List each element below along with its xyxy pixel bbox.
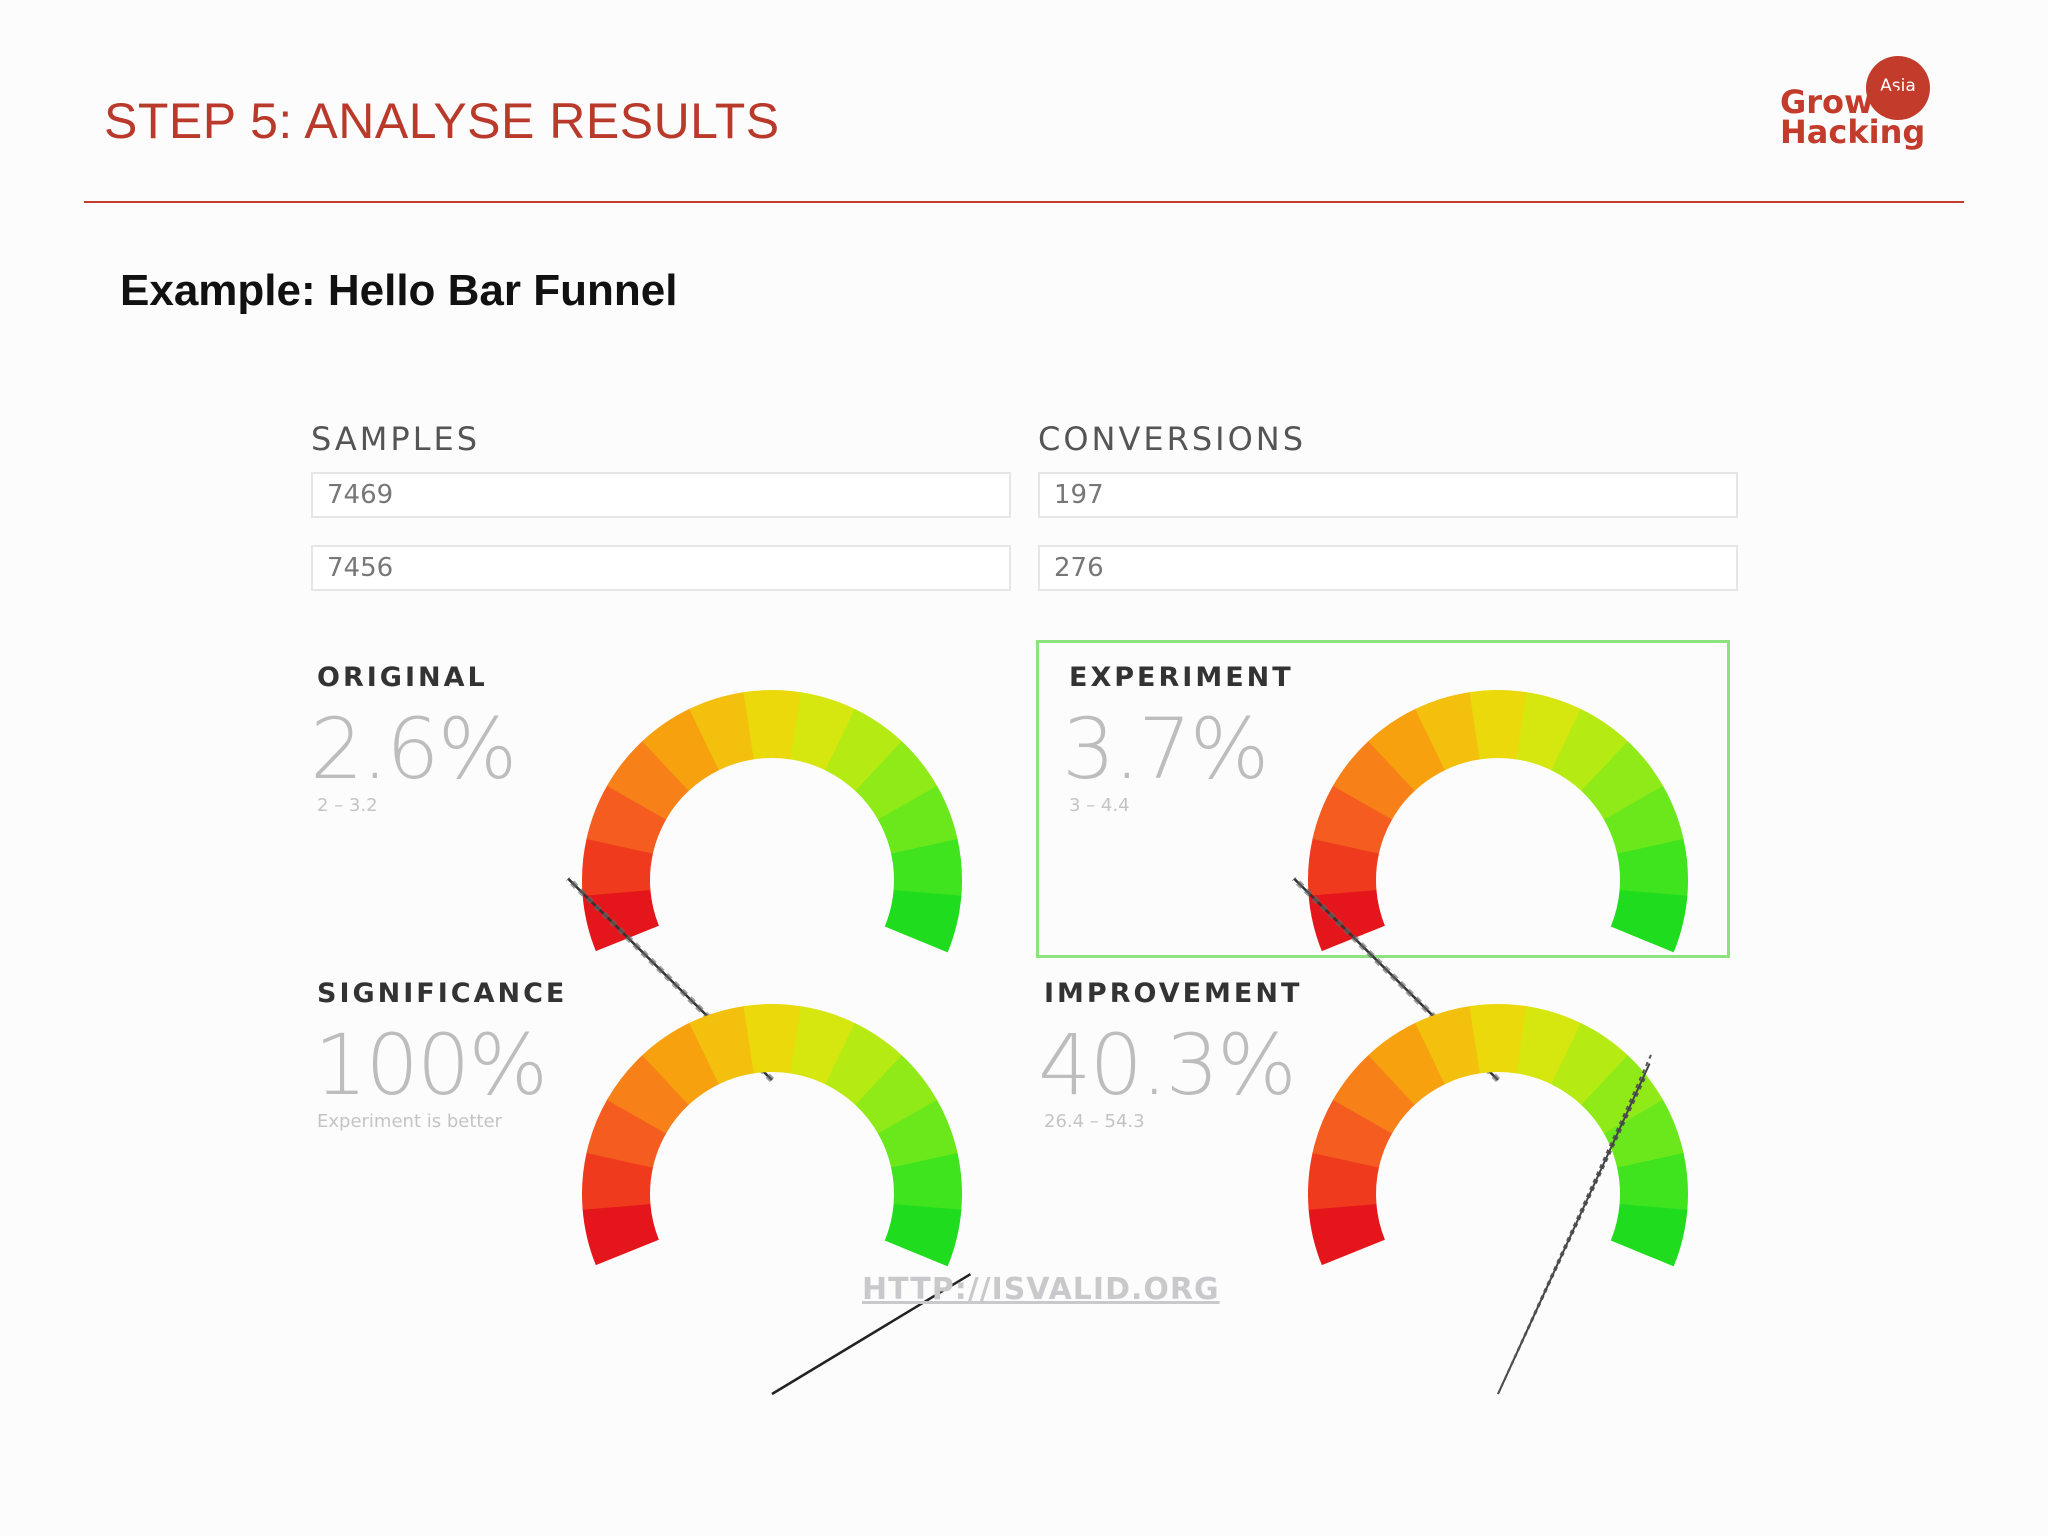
gauge-segment bbox=[877, 785, 958, 855]
gauge-segment bbox=[743, 1004, 802, 1074]
slide-title: STEP 5: ANALYSE RESULTS bbox=[104, 93, 780, 149]
gauge-needle bbox=[771, 1273, 972, 1396]
gauge-segment bbox=[1308, 837, 1380, 896]
gauge-segment bbox=[1551, 1023, 1629, 1106]
growth-hacking-asia-logo: Asia Growth Hacking bbox=[1770, 52, 1970, 162]
gauge-segment bbox=[825, 1023, 903, 1106]
gauge-segment bbox=[1617, 1153, 1688, 1212]
gauge-segment bbox=[891, 839, 962, 898]
original-value: 2.6% bbox=[310, 700, 517, 798]
gauge-segment bbox=[1610, 890, 1688, 953]
gauge-segment bbox=[877, 1099, 958, 1169]
gauge-segment bbox=[1308, 1203, 1385, 1266]
gauge-segment bbox=[1603, 1099, 1684, 1169]
gauge-segment bbox=[1581, 1055, 1664, 1135]
gauge-segment bbox=[606, 740, 690, 820]
improvement-range: 26.4 – 54.3 bbox=[1044, 1111, 1145, 1132]
gauge-segment bbox=[1610, 1204, 1688, 1267]
significance-value: 100% bbox=[314, 1016, 548, 1114]
conversions-experiment-input[interactable]: 276 bbox=[1038, 545, 1738, 591]
gauge-segment bbox=[1516, 692, 1583, 771]
gauge-segment bbox=[1312, 1098, 1393, 1168]
original-gauge bbox=[565, 690, 962, 1083]
gauge-segment bbox=[855, 741, 938, 821]
gauge-segment bbox=[1516, 1006, 1583, 1085]
gauge-segment bbox=[582, 837, 654, 896]
gauge-segment bbox=[743, 690, 802, 760]
experiment-range: 3 – 4.4 bbox=[1069, 795, 1130, 816]
slide-subtitle: Example: Hello Bar Funnel bbox=[120, 266, 678, 315]
gauge-segment bbox=[1469, 690, 1528, 760]
gauge-segment bbox=[1617, 839, 1688, 898]
gauge-segment bbox=[1469, 1004, 1528, 1074]
conversions-column-label: CONVERSIONS bbox=[1038, 420, 1306, 458]
gauge-segment bbox=[884, 890, 962, 953]
gauge-segment bbox=[1551, 709, 1629, 792]
significance-label: SIGNIFICANCE bbox=[317, 978, 568, 1009]
gauge-segment bbox=[1308, 1151, 1380, 1210]
gauge-segment bbox=[642, 1022, 720, 1105]
gauge-segment bbox=[586, 1098, 667, 1168]
conversions-original-input[interactable]: 197 bbox=[1038, 472, 1738, 518]
significance-gauge bbox=[582, 1004, 972, 1396]
gauge-needle bbox=[1497, 1051, 1654, 1395]
gauge-segment bbox=[586, 784, 667, 854]
gauge-segment bbox=[689, 1005, 755, 1085]
gauge-segment bbox=[1312, 784, 1393, 854]
gauge-segment bbox=[790, 1006, 857, 1085]
gauge-segment bbox=[1603, 785, 1684, 855]
gauge-segment bbox=[1368, 708, 1446, 791]
gauge-segment bbox=[582, 1151, 654, 1210]
experiment-label: EXPERIMENT bbox=[1069, 662, 1294, 693]
improvement-gauge bbox=[1308, 1004, 1688, 1395]
logo-badge-text: Asia bbox=[1880, 76, 1916, 96]
experiment-value: 3.7% bbox=[1062, 700, 1269, 798]
samples-experiment-input[interactable]: 7456 bbox=[311, 545, 1011, 591]
gauge-segment bbox=[884, 1204, 962, 1267]
significance-note: Experiment is better bbox=[317, 1111, 502, 1132]
experiment-highlight-box bbox=[1036, 640, 1730, 958]
gauge-segment bbox=[642, 708, 720, 791]
gauge-segment bbox=[790, 692, 857, 771]
logo-line-2: Hacking bbox=[1780, 113, 1926, 151]
gauge-segment bbox=[855, 1055, 938, 1135]
gauge-segment bbox=[1332, 740, 1416, 820]
gauge-segment bbox=[606, 1054, 690, 1134]
original-range: 2 – 3.2 bbox=[317, 795, 378, 816]
gauge-needle bbox=[1497, 1063, 1651, 1395]
improvement-value: 40.3% bbox=[1038, 1016, 1297, 1114]
logo-badge-circle bbox=[1866, 56, 1930, 120]
isvalid-link[interactable]: HTTP://ISVALID.ORG bbox=[862, 1272, 1220, 1307]
gauge-segment bbox=[891, 1153, 962, 1212]
gauge-segment bbox=[582, 889, 659, 952]
gauge-segment bbox=[689, 691, 755, 771]
gauge-segment bbox=[1415, 691, 1481, 771]
gauge-segment bbox=[1415, 1005, 1481, 1085]
gauge-segment bbox=[1581, 741, 1664, 821]
gauge-segment bbox=[1308, 889, 1385, 952]
original-label: ORIGINAL bbox=[317, 662, 488, 693]
improvement-label: IMPROVEMENT bbox=[1044, 978, 1303, 1009]
gauge-segment bbox=[825, 709, 903, 792]
samples-original-input[interactable]: 7469 bbox=[311, 472, 1011, 518]
samples-column-label: SAMPLES bbox=[311, 420, 481, 458]
experiment-gauge bbox=[1291, 690, 1688, 1083]
gauge-segment bbox=[1368, 1022, 1446, 1105]
gauge-segment bbox=[582, 1203, 659, 1266]
gauge-segment bbox=[1332, 1054, 1416, 1134]
logo-line-1: Growth bbox=[1780, 83, 1912, 121]
title-divider bbox=[84, 201, 1964, 203]
